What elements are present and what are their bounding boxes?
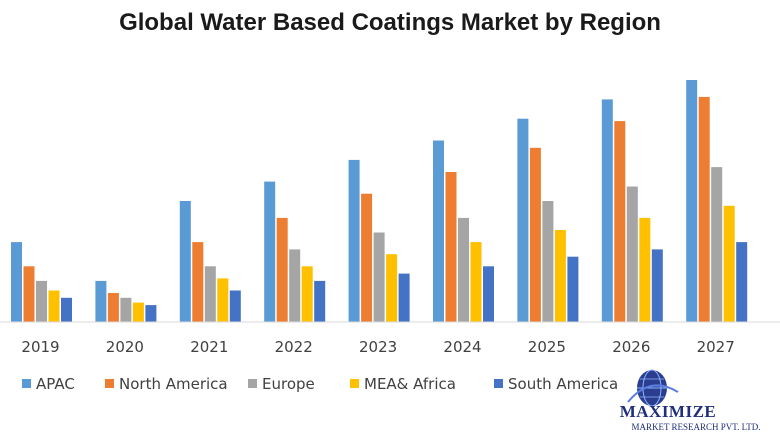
bar-north-america-2025: [529, 147, 541, 322]
bar-apac-2020: [95, 280, 107, 322]
bar-mea-africa-2026: [639, 217, 651, 322]
bar-europe-2021: [204, 266, 216, 322]
legend-item: North America: [105, 375, 228, 393]
legend-swatch: [105, 379, 114, 388]
legend-label: Europe: [262, 375, 315, 393]
bar-south-america-2020: [145, 305, 157, 322]
bar-south-america-2022: [314, 280, 326, 322]
bar-europe-2024: [458, 217, 469, 322]
bar-mea-africa-2020: [132, 302, 144, 322]
maximize-logo: MAXIMIZE MARKET RESEARCH PVT. LTD.: [620, 369, 761, 432]
bar-north-america-2024: [445, 172, 457, 322]
bar-mea-africa-2025: [554, 230, 566, 322]
legend-label: APAC: [36, 375, 75, 393]
bar-south-america-2027: [736, 242, 748, 322]
logo-subtitle: MARKET RESEARCH PVT. LTD.: [631, 422, 760, 432]
bar-apac-2022: [264, 181, 276, 322]
legend-label: MEA& Africa: [364, 375, 456, 393]
bar-europe-2020: [120, 297, 132, 322]
bar-north-america-2023: [361, 193, 373, 322]
legend-swatch: [494, 379, 503, 388]
legend-swatch: [22, 379, 31, 388]
bars-layer: [11, 80, 748, 323]
bar-mea-africa-2023: [386, 254, 398, 322]
bar-south-america-2023: [398, 273, 410, 322]
bar-mea-africa-2019: [48, 290, 60, 322]
bar-north-america-2022: [276, 217, 288, 322]
legend-item: South America: [494, 375, 618, 393]
x-tick-label: 2024: [443, 338, 481, 356]
bar-south-america-2021: [229, 290, 241, 322]
bar-europe-2027: [711, 167, 723, 322]
bar-north-america-2021: [192, 242, 204, 322]
legend-swatch: [248, 379, 257, 388]
legend-label: North America: [119, 375, 228, 393]
bar-north-america-2019: [23, 266, 35, 322]
globe-icon: [627, 369, 679, 407]
bar-mea-africa-2024: [470, 242, 482, 322]
bar-south-america-2026: [651, 249, 663, 322]
bar-north-america-2027: [698, 96, 710, 323]
bar-europe-2025: [542, 201, 554, 322]
bar-north-america-2026: [614, 121, 626, 322]
bar-apac-2027: [686, 80, 698, 322]
bar-europe-2023: [373, 232, 385, 322]
x-tick-label: 2019: [21, 338, 59, 356]
legend-item: APAC: [22, 375, 75, 393]
logo-name: MAXIMIZE: [620, 402, 717, 421]
x-tick-labels: 2019 2020 2021 2022 2023 2024 2025 2026 2027: [21, 338, 734, 356]
bar-south-america-2019: [61, 297, 72, 322]
bar-europe-2022: [289, 249, 301, 322]
x-tick-label: 2026: [612, 338, 650, 356]
x-tick-label: 2021: [190, 338, 228, 356]
bar-apac-2023: [348, 159, 360, 322]
x-tick-label: 2020: [106, 338, 144, 356]
bar-south-america-2025: [567, 256, 579, 322]
bar-apac-2026: [601, 99, 613, 323]
x-tick-label: 2023: [359, 338, 397, 356]
x-tick-label: 2025: [528, 338, 566, 356]
bar-apac-2019: [11, 242, 22, 322]
chart-title: Global Water Based Coatings Market by Re…: [119, 9, 661, 36]
legend-item: Europe: [248, 375, 315, 393]
bar-mea-africa-2022: [301, 266, 313, 322]
bar-apac-2025: [517, 118, 529, 322]
x-tick-label: 2022: [275, 338, 313, 356]
bar-europe-2026: [626, 186, 638, 322]
bar-apac-2024: [433, 140, 444, 322]
bar-europe-2019: [36, 280, 47, 322]
x-tick-label: 2027: [697, 338, 735, 356]
legend-item: MEA& Africa: [350, 375, 456, 393]
bar-south-america-2024: [483, 266, 494, 322]
bar-mea-africa-2027: [723, 205, 735, 322]
legend-swatch: [350, 379, 359, 388]
bar-north-america-2020: [107, 293, 119, 322]
bar-apac-2021: [179, 201, 191, 322]
legend-label: South America: [508, 375, 618, 393]
legend: APAC North America Europe MEA& Africa South …: [22, 375, 618, 393]
bar-mea-africa-2021: [217, 278, 229, 322]
